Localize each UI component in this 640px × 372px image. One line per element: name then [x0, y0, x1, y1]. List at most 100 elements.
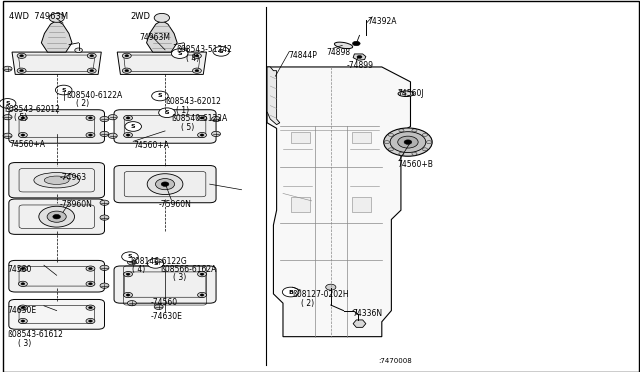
Circle shape: [422, 148, 428, 151]
Circle shape: [20, 70, 24, 72]
Circle shape: [125, 70, 129, 72]
Circle shape: [19, 266, 28, 271]
Circle shape: [404, 140, 412, 144]
Text: 74898: 74898: [326, 48, 351, 57]
Text: -74899: -74899: [347, 61, 374, 70]
Text: 74560+A: 74560+A: [9, 140, 45, 148]
Text: S: S: [157, 93, 163, 99]
Polygon shape: [267, 67, 410, 337]
Circle shape: [124, 272, 132, 277]
Circle shape: [88, 283, 92, 285]
Circle shape: [39, 206, 74, 227]
Circle shape: [326, 284, 336, 290]
Text: 74560J: 74560J: [397, 89, 424, 97]
Circle shape: [357, 55, 362, 58]
Circle shape: [212, 131, 221, 137]
Circle shape: [193, 68, 202, 73]
Circle shape: [86, 318, 95, 324]
Circle shape: [3, 115, 12, 120]
Circle shape: [56, 85, 72, 95]
Text: -74963: -74963: [60, 173, 87, 182]
Bar: [291, 132, 310, 143]
Circle shape: [21, 267, 25, 270]
Circle shape: [180, 48, 188, 52]
Polygon shape: [267, 67, 280, 125]
Circle shape: [127, 260, 136, 265]
Text: ( 5): ( 5): [181, 123, 194, 132]
Circle shape: [0, 99, 16, 108]
Text: 74844P: 74844P: [288, 51, 317, 60]
Circle shape: [21, 283, 25, 285]
Circle shape: [17, 53, 26, 58]
Circle shape: [90, 70, 93, 72]
Circle shape: [21, 117, 25, 119]
Text: 74392A: 74392A: [367, 17, 397, 26]
Circle shape: [100, 283, 109, 288]
Circle shape: [3, 66, 12, 71]
Ellipse shape: [34, 173, 79, 188]
Text: 74560+B: 74560+B: [397, 160, 434, 169]
Text: ß08543-51242: ß08543-51242: [177, 45, 232, 54]
Text: S: S: [5, 101, 10, 106]
Circle shape: [399, 152, 404, 155]
Ellipse shape: [44, 176, 69, 185]
Text: S: S: [61, 87, 66, 93]
Circle shape: [399, 129, 404, 132]
Circle shape: [122, 252, 138, 262]
Circle shape: [385, 141, 390, 144]
Circle shape: [47, 211, 66, 222]
Circle shape: [126, 294, 130, 296]
Circle shape: [21, 307, 25, 309]
Circle shape: [412, 152, 417, 155]
FancyBboxPatch shape: [114, 266, 216, 303]
Circle shape: [90, 55, 93, 57]
Text: S: S: [127, 254, 132, 259]
Circle shape: [200, 117, 204, 119]
Circle shape: [198, 132, 207, 138]
Text: -75960N: -75960N: [159, 200, 191, 209]
Circle shape: [154, 304, 163, 310]
Text: ß08543-62012: ß08543-62012: [165, 97, 221, 106]
Circle shape: [88, 307, 92, 309]
Text: -74560: -74560: [150, 298, 177, 307]
Polygon shape: [147, 20, 177, 52]
Circle shape: [125, 55, 129, 57]
Polygon shape: [353, 54, 366, 60]
Circle shape: [87, 53, 96, 58]
Text: B: B: [288, 289, 293, 295]
Circle shape: [426, 141, 431, 144]
Circle shape: [19, 281, 28, 286]
Circle shape: [100, 200, 109, 205]
Text: ß08543-61612: ß08543-61612: [8, 330, 63, 339]
FancyBboxPatch shape: [9, 260, 104, 292]
Text: ß08146-6122G: ß08146-6122G: [130, 257, 187, 266]
Circle shape: [412, 129, 417, 132]
Polygon shape: [12, 52, 101, 74]
Text: ( 2): ( 2): [76, 99, 89, 108]
Circle shape: [397, 136, 418, 148]
Polygon shape: [117, 52, 207, 74]
Circle shape: [212, 116, 221, 122]
Circle shape: [147, 259, 164, 268]
Circle shape: [193, 53, 202, 58]
Circle shape: [53, 214, 61, 219]
Text: S: S: [153, 261, 158, 266]
Circle shape: [21, 320, 25, 322]
Circle shape: [159, 108, 175, 118]
Polygon shape: [353, 320, 366, 327]
Circle shape: [154, 13, 170, 22]
Circle shape: [100, 215, 109, 220]
Circle shape: [126, 134, 130, 136]
Circle shape: [17, 68, 26, 73]
Circle shape: [200, 134, 204, 136]
Circle shape: [161, 182, 169, 186]
Bar: [352, 197, 371, 212]
Circle shape: [172, 49, 188, 58]
Text: :7470008: :7470008: [379, 358, 412, 364]
Circle shape: [108, 133, 117, 138]
Text: ( 3): ( 3): [19, 339, 31, 347]
Circle shape: [88, 134, 92, 136]
Polygon shape: [42, 20, 72, 52]
Text: 74560+A: 74560+A: [133, 141, 169, 150]
Text: ß08540-6122A: ß08540-6122A: [66, 91, 122, 100]
